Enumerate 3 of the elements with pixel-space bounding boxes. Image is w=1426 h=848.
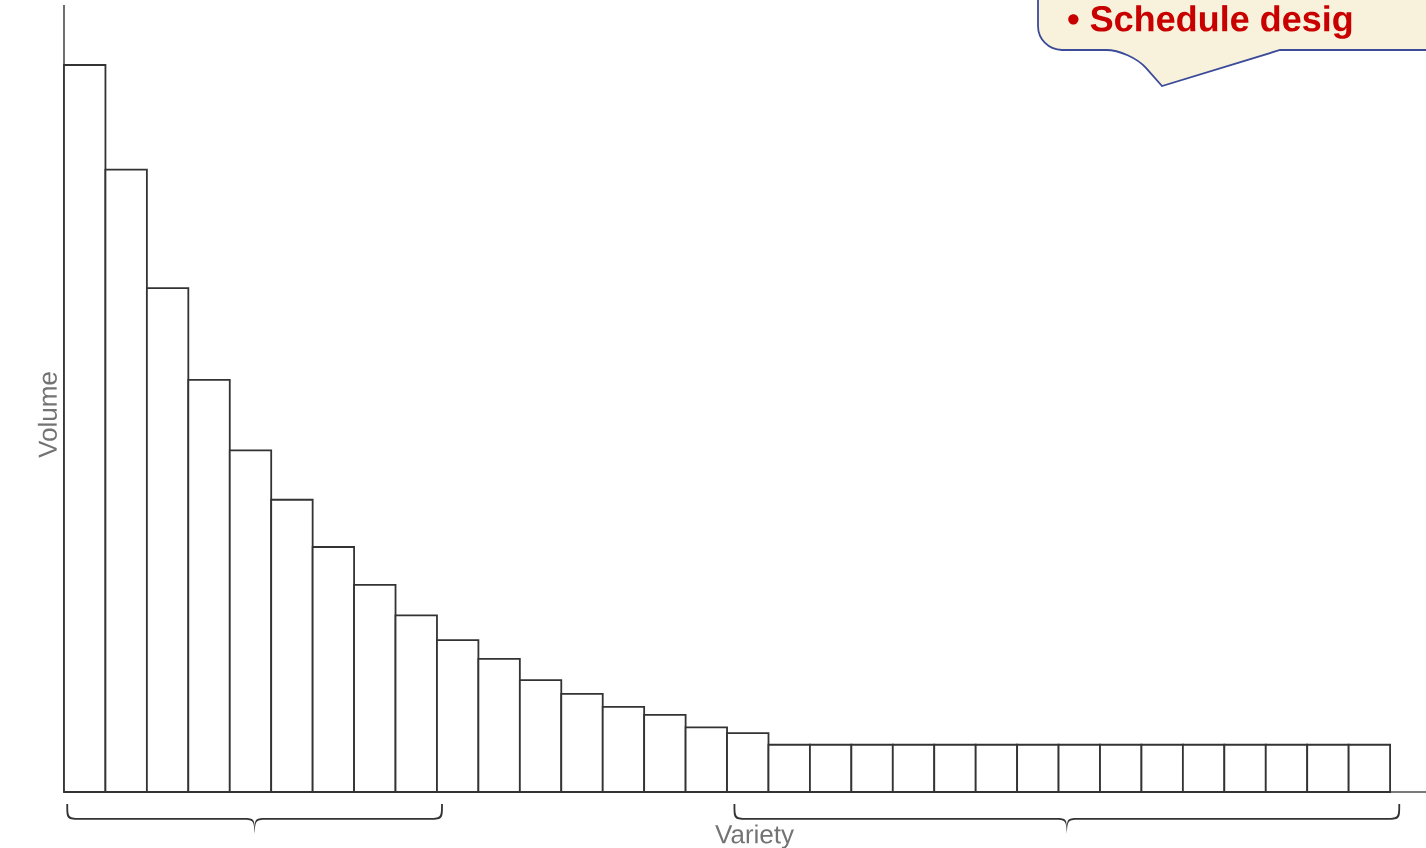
- text: • Schedule desig: [1068, 5, 1352, 39]
- y-axis-title: Volume: [37, 372, 57, 458]
- x-axis-title: Variety: [715, 824, 794, 848]
